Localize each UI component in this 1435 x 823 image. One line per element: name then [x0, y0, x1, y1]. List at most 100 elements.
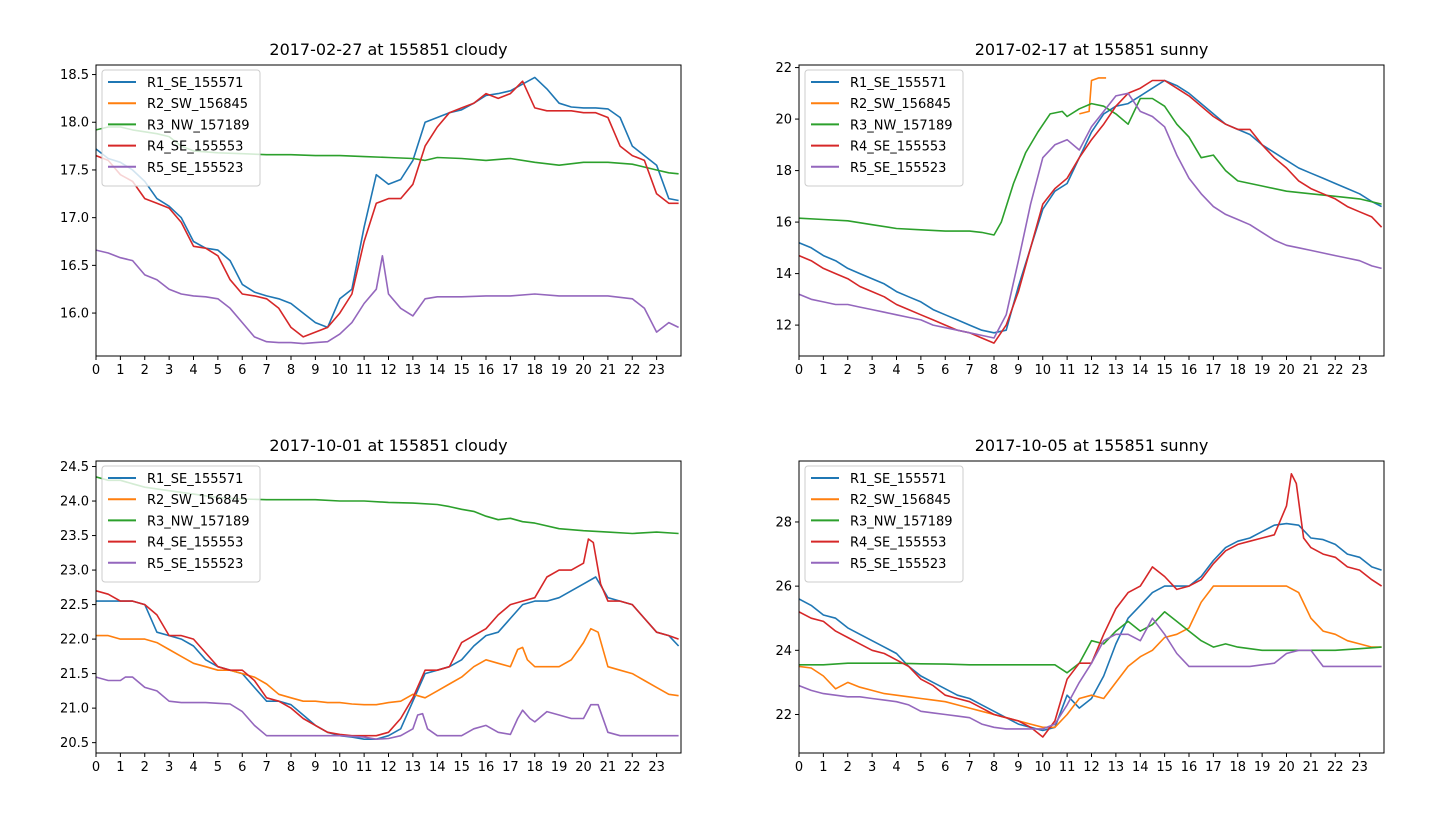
x-tick-label: 18 [526, 760, 543, 775]
x-tick-label: 11 [1059, 363, 1076, 378]
x-tick-label: 6 [941, 363, 949, 378]
x-tick-label: 11 [1059, 760, 1076, 775]
legend-label: R2_SW_156845 [147, 97, 248, 112]
legend-label: R1_SE_155571 [147, 472, 243, 487]
x-tick-label: 15 [453, 363, 470, 378]
y-tick-label: 18.0 [60, 116, 89, 131]
series-line-R3_NW_157189 [799, 97, 1382, 236]
x-tick-label: 10 [331, 363, 348, 378]
y-tick-label: 22.5 [60, 598, 89, 613]
x-tick-label: 10 [1034, 363, 1051, 378]
x-tick-label: 18 [1229, 363, 1246, 378]
y-tick-label: 16.5 [60, 259, 89, 274]
chart-title: 2017-10-05 at 155851 sunny [975, 436, 1209, 455]
x-tick-label: 21 [600, 760, 617, 775]
legend-box [804, 465, 964, 583]
y-tick-label: 20 [775, 113, 792, 128]
x-tick-label: 1 [116, 760, 124, 775]
y-tick-label: 18.5 [60, 68, 89, 83]
x-tick-label: 19 [551, 760, 568, 775]
x-tick-label: 0 [795, 363, 803, 378]
series-line-R1_SE_155571 [799, 79, 1382, 334]
legend-label: R3_NW_157189 [147, 118, 250, 133]
x-tick-label: 3 [165, 760, 173, 775]
y-tick-label: 28 [775, 515, 792, 530]
x-tick-label: 11 [356, 363, 373, 378]
x-tick-label: 0 [92, 760, 100, 775]
x-tick-label: 7 [262, 760, 270, 775]
legend-box [101, 465, 261, 583]
legend-label: R5_SE_155523 [147, 557, 243, 572]
x-tick-label: 2 [844, 760, 852, 775]
y-tick-label: 24.0 [60, 495, 89, 510]
series-line-R5_SE_155523 [799, 92, 1382, 339]
x-tick-label: 5 [917, 760, 925, 775]
legend-box [101, 69, 261, 187]
x-tick-label: 23 [648, 363, 665, 378]
y-tick-label: 22 [775, 61, 792, 76]
legend-label: R1_SE_155571 [850, 76, 946, 91]
legend: R1_SE_155571 R2_SW_156845 R3_NW_157189 R4_S… [101, 69, 261, 187]
x-tick-label: 7 [262, 363, 270, 378]
series-line-R1_SE_155571 [96, 76, 679, 329]
y-tick-label: 17.0 [60, 211, 89, 226]
x-tick-label: 23 [1351, 760, 1368, 775]
y-tick-label: 24.5 [60, 460, 89, 475]
x-tick-label: 5 [917, 363, 925, 378]
series-line-R4_SE_155553 [799, 473, 1383, 738]
series-line-R4_SE_155553 [96, 538, 679, 737]
x-tick-label: 3 [868, 363, 876, 378]
x-tick-label: 15 [1156, 363, 1173, 378]
x-tick-label: 17 [502, 760, 519, 775]
x-tick-label: 16 [1181, 363, 1198, 378]
legend-label: R3_NW_157189 [147, 514, 250, 529]
series-line-R5_SE_155523 [799, 617, 1382, 730]
x-tick-label: 7 [965, 363, 973, 378]
x-tick-label: 21 [1303, 363, 1320, 378]
x-tick-label: 8 [990, 363, 998, 378]
series-line-R1_SE_155571 [96, 576, 680, 740]
x-tick-label: 4 [892, 760, 900, 775]
x-tick-label: 2 [844, 363, 852, 378]
x-tick-label: 5 [214, 363, 222, 378]
legend-label: R2_SW_156845 [850, 97, 951, 112]
x-tick-label: 15 [453, 760, 470, 775]
x-tick-label: 1 [819, 363, 827, 378]
y-tick-label: 23.5 [60, 529, 89, 544]
x-tick-label: 20 [575, 760, 592, 775]
legend-label: R4_SE_155553 [147, 140, 243, 155]
x-tick-label: 14 [429, 760, 446, 775]
legend-label: R1_SE_155571 [850, 472, 946, 487]
x-tick-label: 3 [868, 760, 876, 775]
x-tick-label: 6 [238, 760, 246, 775]
y-tick-label: 16 [775, 216, 792, 231]
y-tick-label: 22.0 [60, 633, 89, 648]
legend-label: R4_SE_155553 [147, 536, 243, 551]
y-tick-label: 21.5 [60, 667, 89, 682]
legend-label: R3_NW_157189 [850, 514, 953, 529]
series-line-R5_SE_155523 [96, 249, 679, 345]
x-tick-label: 3 [165, 363, 173, 378]
x-tick-label: 15 [1156, 760, 1173, 775]
legend: R1_SE_155571 R2_SW_156845 R3_NW_157189 R4_S… [804, 465, 964, 583]
x-tick-label: 13 [1108, 363, 1125, 378]
x-tick-label: 18 [526, 363, 543, 378]
x-tick-label: 17 [1205, 363, 1222, 378]
x-tick-label: 19 [1254, 363, 1271, 378]
x-tick-label: 13 [1108, 760, 1125, 775]
x-tick-label: 1 [116, 363, 124, 378]
x-tick-label: 9 [311, 760, 319, 775]
series-line-R5_SE_155523 [96, 676, 679, 740]
y-tick-label: 17.5 [60, 163, 89, 178]
x-tick-label: 11 [356, 760, 373, 775]
x-tick-label: 22 [624, 760, 641, 775]
x-tick-label: 14 [429, 363, 446, 378]
series-line-R2_SW_156845 [799, 585, 1382, 729]
x-tick-label: 9 [1014, 363, 1022, 378]
x-tick-label: 21 [1303, 760, 1320, 775]
x-tick-label: 12 [380, 760, 397, 775]
y-tick-label: 21.0 [60, 702, 89, 717]
series-line-R2_SW_156845 [1079, 77, 1107, 115]
